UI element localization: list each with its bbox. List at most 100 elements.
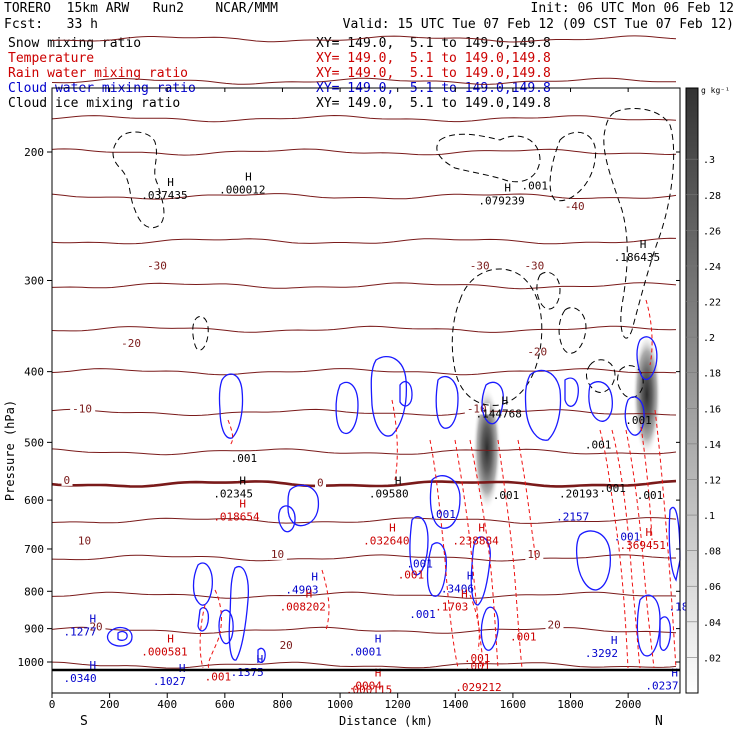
x-tick-label-9: 1800 xyxy=(557,698,584,711)
rain-contour-4 xyxy=(429,439,459,669)
cloud-water-contour-10 xyxy=(636,336,658,381)
cloud-water-contour-7 xyxy=(564,377,579,407)
x-tick-label-5: 1000 xyxy=(327,698,354,711)
isotherm-label-1: 20 xyxy=(280,639,293,652)
max-label-27: .1703 xyxy=(435,601,468,614)
field-name-temperature: Temperature xyxy=(8,51,95,66)
max-h-25: H xyxy=(467,569,474,582)
cloud-water-contour-0 xyxy=(218,373,244,439)
isotherm-label-bg-15 xyxy=(562,200,588,212)
max-label-42: .000115 xyxy=(346,684,392,697)
colorbar-tick-label-4: .1 xyxy=(703,511,715,522)
rain-contour-0 xyxy=(207,589,222,671)
isotherm-label-5: 10 xyxy=(527,548,540,561)
max-label-30: .1277 xyxy=(64,626,97,639)
max-label-8: .001 xyxy=(231,452,258,465)
max-label-38: .001 xyxy=(205,670,232,683)
isotherm-label-7: 0 xyxy=(317,477,324,490)
rain-contour-6 xyxy=(469,439,499,669)
rain-contour-2 xyxy=(227,419,234,446)
max-label-5: .001 xyxy=(522,179,549,192)
max-h-31: H xyxy=(167,633,174,646)
colorbar-tick-label-11: .24 xyxy=(703,262,721,273)
max-h-44: H xyxy=(671,666,678,679)
isotherm-line-4 xyxy=(51,193,677,200)
max-label-13: .09580 xyxy=(369,487,409,500)
cloud-water-contour-9 xyxy=(624,396,645,436)
max-label-3: .186435 xyxy=(614,251,660,264)
isotherm-label-bg-0 xyxy=(87,621,106,633)
max-label-4: .144768 xyxy=(475,407,521,420)
cloud-ice-contour-5 xyxy=(536,271,561,310)
cloud-water-contour-26 xyxy=(636,594,661,657)
isotherm-label-bg-14 xyxy=(522,260,548,272)
max-label-31: .000581 xyxy=(141,646,187,659)
max-label-10: .001 xyxy=(493,489,520,502)
colorbar-tick-label-2: .06 xyxy=(703,582,721,593)
colorbar-tick-label-9: .2 xyxy=(703,333,715,344)
cloud-water-contour-17 xyxy=(228,565,249,661)
cloud-water-contour-3 xyxy=(399,381,413,407)
isotherm-label-10: -20 xyxy=(121,337,141,350)
max-label-23: .001 xyxy=(398,568,425,581)
snow-max-shading-1 xyxy=(632,332,661,457)
isotherm-line-0 xyxy=(51,35,677,43)
rain-contour-8 xyxy=(517,439,537,561)
isotherm-line-12 xyxy=(51,517,677,524)
isotherm-line-3 xyxy=(51,148,677,156)
max-label-37: .1375 xyxy=(231,666,264,679)
field-name-cloud-ice: Cloud ice mixing ratio xyxy=(8,96,181,111)
rain-contour-9 xyxy=(599,429,629,669)
colorbar-unit: g kg⁻¹ xyxy=(701,86,730,95)
isotherm-label-bg-12 xyxy=(145,260,171,272)
cloud-water-contour-27 xyxy=(659,616,672,651)
max-h-17: H xyxy=(478,521,485,534)
max-h-4: H xyxy=(501,394,508,407)
isotherm-label-bg-5 xyxy=(525,548,544,560)
rain-contour-11 xyxy=(625,429,655,669)
max-h-37: H xyxy=(257,653,264,666)
colorbar: .02 .04 .06 .08 .1 .12 .14 .16 .18 .2 .22 .24 .26 .28… xyxy=(685,86,730,694)
max-label-40: .1027 xyxy=(153,675,186,688)
rain-contour-16 xyxy=(654,409,677,669)
cloud-water-contour-6 xyxy=(524,369,562,441)
max-h-2: H xyxy=(504,181,511,194)
cloud-water-contours-layer xyxy=(106,336,681,664)
isotherm-label-14: -30 xyxy=(524,260,544,273)
header-line2-right: Valid: 15 UTC Tue 07 Feb 12 (09 CST Tue … xyxy=(342,17,734,32)
colorbar-tick-label-13: .28 xyxy=(703,191,721,202)
max-label-43: .029212 xyxy=(455,681,501,694)
rain-contour-7 xyxy=(497,439,523,669)
x-tick-label-10: 2000 xyxy=(615,698,642,711)
cloud-water-contour-14 xyxy=(409,516,429,576)
cloud-ice-contour-2 xyxy=(549,131,597,202)
colorbar-tick-label-8: .18 xyxy=(703,369,721,380)
max-label-12: .02345 xyxy=(213,487,253,500)
cloud-ice-contour-3 xyxy=(603,107,675,339)
cloud-water-contour-13 xyxy=(429,475,461,529)
colorbar-tick-label-1: .04 xyxy=(703,618,721,629)
cloud-water-contour-12 xyxy=(278,505,296,533)
x-tick-label-2: 400 xyxy=(157,698,177,711)
max-label-39: .0340 xyxy=(64,672,97,685)
max-label-18: .369451 xyxy=(620,539,666,552)
cloud-water-contour-18 xyxy=(218,609,234,645)
colorbar-tick-label-10: .22 xyxy=(703,298,721,309)
y-tick-label-1: 300 xyxy=(24,274,44,287)
max-h-27: H xyxy=(461,588,468,601)
max-label-41: .0004 xyxy=(349,679,382,692)
y-tick-label-0: 200 xyxy=(24,146,44,159)
colorbar-ramp xyxy=(685,87,699,694)
isotherm-line-1 xyxy=(51,77,676,85)
isotherm-line-8 xyxy=(51,368,677,376)
isotherm-label-12: -30 xyxy=(147,260,167,273)
isotherm-line-14 xyxy=(51,591,677,599)
cloud-water-contour-23 xyxy=(117,630,128,641)
cloud-water-contour-28 xyxy=(197,607,210,632)
isotherm-label-bg-4 xyxy=(268,548,287,560)
max-h-18: H xyxy=(646,526,653,539)
colorbar-tick-label-14: .3 xyxy=(703,155,715,166)
cloud-water-contour-19 xyxy=(470,536,491,606)
